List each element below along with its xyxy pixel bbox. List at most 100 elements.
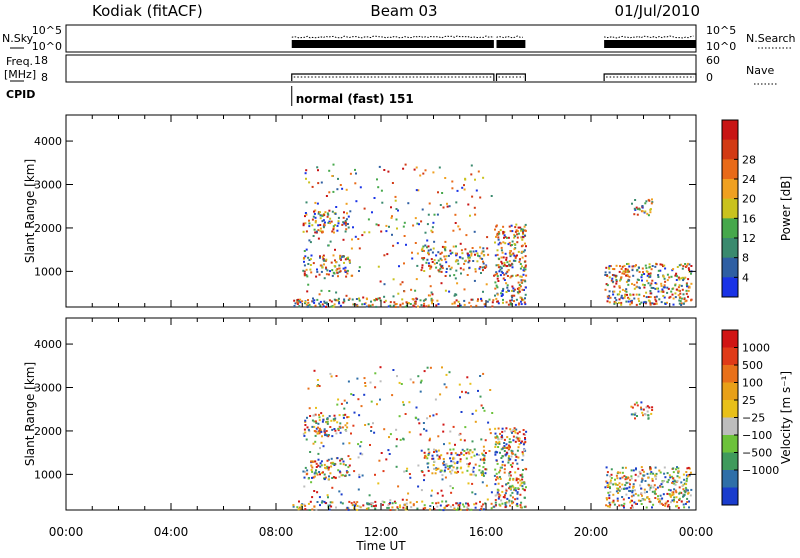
data-point: [320, 289, 323, 292]
data-point: [521, 452, 524, 455]
data-point: [427, 294, 430, 297]
data-point: [467, 451, 470, 454]
data-point: [605, 504, 608, 507]
data-point: [431, 293, 434, 296]
data-point: [685, 283, 688, 286]
data-point: [390, 206, 392, 209]
data-point: [313, 301, 316, 304]
data-point: [504, 502, 507, 504]
data-point: [315, 472, 318, 475]
time-tick-label: 00:00: [49, 525, 84, 539]
data-point: [683, 482, 686, 485]
data-point: [462, 454, 465, 456]
data-point: [499, 432, 501, 435]
data-point: [461, 471, 464, 474]
data-point: [669, 494, 672, 497]
data-point: [632, 265, 635, 268]
data-point: [321, 214, 324, 217]
data-point: [518, 430, 521, 433]
data-point: [303, 270, 306, 273]
data-point: [501, 293, 504, 295]
data-point: [687, 475, 689, 478]
data-point: [668, 276, 671, 279]
data-point: [501, 490, 504, 493]
data-point: [325, 301, 328, 304]
data-point: [319, 304, 322, 307]
data-point: [493, 274, 496, 277]
data-point: [512, 430, 515, 433]
data-point: [651, 302, 654, 305]
freq-left-tick-bottom: 8: [41, 71, 48, 84]
data-point: [648, 498, 651, 500]
data-point: [452, 466, 455, 469]
data-point: [439, 263, 442, 266]
data-point: [640, 480, 643, 483]
data-point: [414, 242, 417, 244]
data-point: [444, 466, 447, 469]
data-point: [329, 472, 332, 475]
data-point: [498, 503, 501, 506]
data-point: [342, 221, 345, 224]
data-point: [672, 499, 675, 501]
data-point: [474, 493, 477, 496]
data-point: [458, 228, 461, 231]
data-point: [314, 201, 317, 204]
data-point: [630, 469, 633, 472]
data-point: [626, 268, 629, 271]
data-point: [458, 383, 461, 386]
data-point: [449, 505, 452, 508]
data-point: [458, 256, 461, 259]
data-point: [511, 263, 514, 266]
data-point: [338, 425, 341, 428]
data-point: [521, 478, 524, 481]
data-point: [684, 486, 687, 489]
data-point: [437, 449, 440, 452]
data-point: [424, 231, 427, 234]
data-point: [651, 479, 654, 482]
data-point: [339, 270, 342, 273]
data-point: [353, 303, 356, 306]
data-point: [358, 473, 361, 476]
data-point: [650, 282, 653, 285]
data-point: [641, 494, 643, 497]
data-point: [509, 299, 512, 302]
data-point: [618, 298, 621, 301]
data-point: [304, 508, 307, 511]
data-point: [505, 451, 508, 454]
data-point: [658, 298, 661, 301]
data-point: [307, 283, 310, 286]
data-point: [327, 213, 330, 216]
data-point: [513, 294, 516, 297]
data-point: [608, 497, 611, 500]
data-point: [660, 282, 663, 285]
data-point: [619, 279, 621, 282]
data-point: [522, 429, 525, 431]
data-point: [649, 211, 652, 214]
data-point: [307, 387, 310, 390]
data-point: [363, 393, 366, 396]
data-point: [616, 499, 619, 502]
data-point: [440, 259, 443, 262]
data-point: [460, 272, 462, 275]
data-point: [646, 496, 649, 499]
data-point: [615, 490, 618, 493]
data-point: [519, 296, 522, 299]
data-point: [621, 272, 624, 275]
data-point: [460, 249, 463, 252]
data-point: [494, 446, 497, 448]
data-point: [685, 264, 688, 267]
data-point: [618, 482, 621, 485]
data-point: [605, 283, 608, 286]
data-point: [660, 502, 663, 505]
data-point: [663, 296, 666, 299]
data-point: [435, 304, 438, 307]
data-point: [666, 301, 668, 304]
data-point: [298, 305, 301, 308]
data-point: [355, 172, 357, 175]
data-point: [319, 264, 322, 267]
data-point: [323, 259, 326, 262]
data-point: [503, 446, 506, 449]
data-point: [622, 270, 625, 273]
data-point: [637, 494, 640, 497]
nsky-right-tick-bottom: 10^0: [706, 40, 736, 53]
